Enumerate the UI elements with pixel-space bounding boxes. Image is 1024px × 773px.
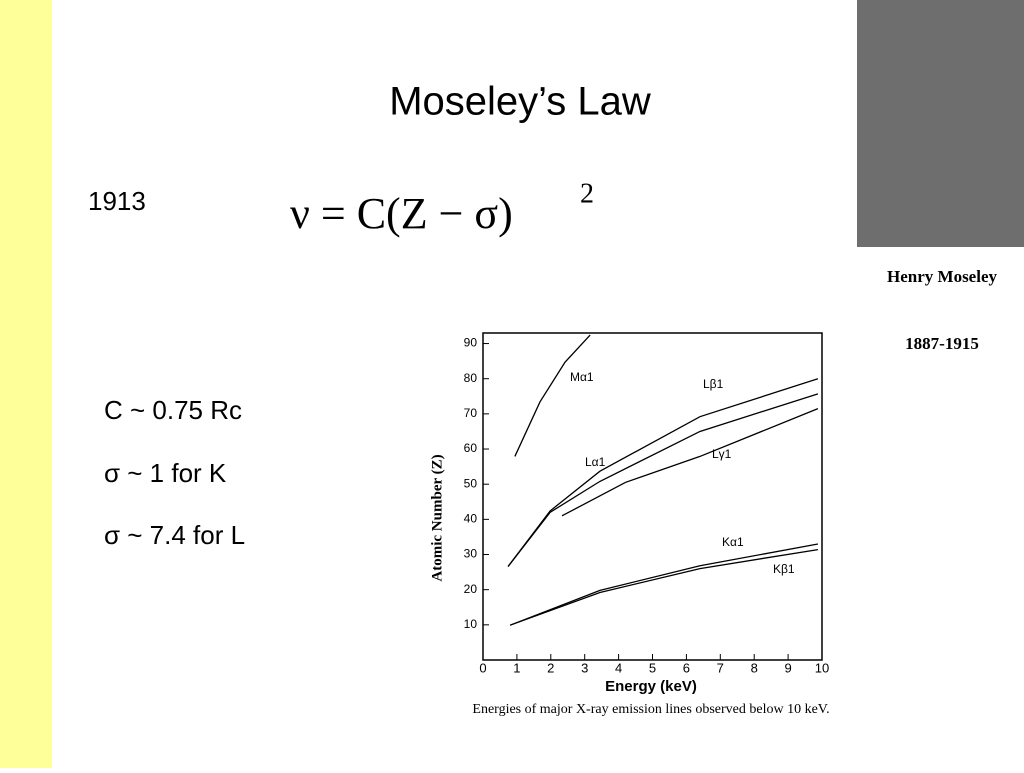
x-axis-label: Energy (keV) (605, 678, 697, 695)
y-tick-label: 40 (464, 512, 478, 526)
bullet: σ ~ 7.4 for L (104, 520, 245, 550)
bullet: σ ~ 1 for K (104, 458, 227, 488)
slide-title: Moseley’s Law (389, 80, 651, 124)
x-tick-label: 10 (815, 660, 829, 675)
curve-label: Lβ1 (703, 377, 724, 391)
curve-label: Lγ1 (712, 447, 732, 461)
formula-exponent: 2 (580, 178, 594, 209)
curve-label: Kβ1 (773, 562, 795, 576)
x-tick-label: 9 (784, 660, 791, 675)
curve-label: Mα1 (570, 370, 594, 384)
curve-label: Lα1 (585, 455, 606, 469)
photo-name: Henry Moseley (887, 267, 997, 286)
x-tick-label: 5 (649, 660, 656, 675)
y-tick-label: 30 (464, 547, 478, 561)
curve (507, 393, 819, 567)
curve (509, 548, 819, 626)
photo-years: 1887-1915 (905, 334, 979, 353)
curve-label: Kα1 (722, 535, 744, 549)
x-tick-label: 8 (751, 660, 758, 675)
chart-caption: Energies of major X-ray emission lines o… (472, 702, 829, 717)
curve (509, 543, 819, 626)
y-tick-label: 50 (464, 476, 478, 490)
y-tick-label: 80 (464, 371, 478, 385)
plot-frame (482, 332, 823, 661)
y-axis-label: Atomic Number (Z) (429, 454, 445, 581)
y-tick-label: 10 (464, 617, 478, 631)
x-tick-label: 7 (717, 660, 724, 675)
curve (561, 407, 819, 517)
curve (514, 334, 591, 457)
year: 1913 (88, 186, 146, 216)
y-tick-label: 90 (464, 336, 478, 350)
x-tick-label: 4 (615, 660, 622, 675)
curve (507, 378, 819, 567)
x-tick-label: 3 (581, 660, 588, 675)
formula: ν = C(Z − σ) (290, 189, 513, 238)
side-strip (0, 0, 52, 768)
x-tick-label: 1 (513, 660, 520, 675)
y-tick-label: 60 (464, 441, 478, 455)
x-tick-label: 6 (683, 660, 690, 675)
portrait-photo (857, 0, 1024, 247)
y-tick-label: 20 (464, 582, 478, 596)
x-tick-label: 2 (547, 660, 554, 675)
caption-box: Henry Moseley (887, 267, 997, 286)
y-tick-label: 70 (464, 406, 478, 420)
bullet: C ~ 0.75 Rc (104, 395, 242, 425)
x-tick-label: 0 (479, 660, 486, 675)
